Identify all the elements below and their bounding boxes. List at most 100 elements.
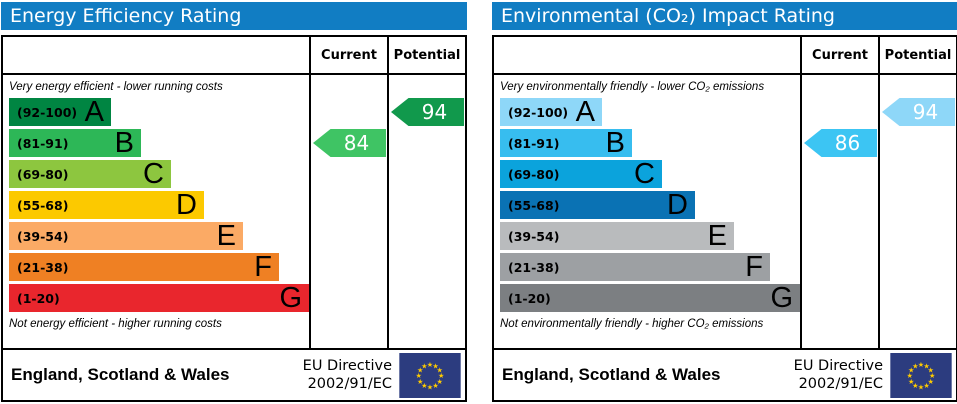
band-letter: G	[279, 282, 302, 314]
svg-text:★: ★	[918, 359, 924, 368]
current-column-header: Current	[800, 37, 878, 73]
rating-table: Current Potential Very energy efficient …	[1, 35, 467, 402]
potential-rating-value: 94	[421, 100, 448, 124]
rating-scale: Very environmentally friendly - lower CO…	[494, 75, 800, 348]
band-letter: F	[745, 251, 763, 283]
svg-text:★: ★	[437, 365, 443, 374]
svg-text:★: ★	[421, 380, 427, 389]
band-row-g: (1-20) G	[500, 284, 800, 315]
band-bar-d: (55-68) D	[500, 189, 695, 221]
band-bar-c: (69-80) C	[500, 158, 662, 190]
bottom-caption: Not energy efficient - higher running co…	[9, 318, 222, 330]
band-bar-c: (69-80) C	[9, 158, 171, 190]
band-letter: C	[634, 158, 655, 190]
scale-header-cell	[494, 37, 800, 73]
band-letter: A	[575, 96, 595, 128]
band-row-d: (55-68) D	[9, 191, 309, 222]
band-row-a: (92-100) A	[500, 98, 800, 129]
band-range-label: (81-91)	[508, 135, 560, 151]
table-header-row: Current Potential	[3, 37, 465, 75]
band-range-label: (92-100)	[508, 104, 569, 120]
top-caption: Very energy efficient - lower running co…	[9, 81, 223, 93]
band-bar-e: (39-54) E	[500, 220, 734, 252]
svg-text:★: ★	[417, 376, 423, 385]
band-range-label: (55-68)	[508, 197, 560, 213]
svg-text:★: ★	[432, 380, 438, 389]
potential-column: 94	[387, 75, 465, 348]
bottom-caption: Not environmentally friendly - higher CO…	[500, 318, 764, 330]
svg-text:★: ★	[923, 361, 929, 370]
band-range-label: (69-80)	[508, 166, 560, 182]
svg-text:★: ★	[421, 361, 427, 370]
current-column: 84	[309, 75, 387, 348]
scale-header-cell	[3, 37, 309, 73]
band-row-c: (69-80) C	[9, 160, 309, 191]
svg-text:★: ★	[907, 371, 913, 380]
rating-bands: (92-100) A (81-91) B (69-80) C (55-68) D (39-54)…	[500, 98, 800, 315]
band-row-e: (39-54) E	[500, 222, 800, 253]
table-header-row: Current Potential	[494, 37, 956, 75]
band-range-label: (21-38)	[508, 259, 560, 275]
band-row-f: (21-38) F	[9, 253, 309, 284]
top-caption: Very environmentally friendly - lower CO…	[500, 81, 765, 93]
svg-text:★: ★	[908, 365, 914, 374]
svg-text:★: ★	[912, 361, 918, 370]
band-letter: D	[176, 189, 197, 221]
current-rating-arrow: 84	[313, 129, 386, 157]
band-bar-d: (55-68) D	[9, 189, 204, 221]
band-bar-e: (39-54) E	[9, 220, 243, 252]
band-range-label: (1-20)	[508, 290, 551, 306]
svg-text:★: ★	[908, 376, 914, 385]
band-row-g: (1-20) G	[9, 284, 309, 315]
band-letter: D	[667, 189, 688, 221]
eu-flag-icon: ★ ★★★★★★★★★★★	[399, 352, 461, 398]
svg-text:★: ★	[427, 382, 433, 391]
svg-text:★: ★	[928, 365, 934, 374]
potential-rating-arrow: 94	[391, 98, 464, 126]
table-footer: England, Scotland & Wales EU Directive 2…	[3, 348, 465, 400]
band-row-a: (92-100) A	[9, 98, 309, 129]
current-rating-value: 84	[343, 131, 370, 155]
band-letter: A	[84, 96, 104, 128]
current-rating-value: 86	[834, 131, 861, 155]
svg-text:★: ★	[417, 365, 423, 374]
rating-table: Current Potential Very environmentally f…	[492, 35, 957, 402]
band-row-b: (81-91) B	[9, 129, 309, 160]
band-row-d: (55-68) D	[500, 191, 800, 222]
band-letter: C	[143, 158, 164, 190]
svg-text:★: ★	[437, 376, 443, 385]
band-range-label: (1-20)	[17, 290, 60, 306]
svg-text:★: ★	[912, 380, 918, 389]
band-bar-g: (1-20) G	[500, 284, 800, 313]
band-row-f: (21-38) F	[500, 253, 800, 284]
band-range-label: (55-68)	[17, 197, 69, 213]
band-letter: E	[216, 220, 236, 252]
panel-title: Energy Efficiency Rating	[1, 2, 467, 30]
band-letter: F	[254, 251, 272, 283]
band-row-c: (69-80) C	[500, 160, 800, 191]
potential-column-header: Potential	[387, 37, 465, 73]
band-range-label: (39-54)	[17, 228, 69, 244]
rating-scale: Very energy efficient - lower running co…	[3, 75, 309, 348]
table-body: Very energy efficient - lower running co…	[3, 75, 465, 348]
region-label: England, Scotland & Wales	[502, 365, 721, 384]
svg-text:★: ★	[416, 371, 422, 380]
current-rating-arrow: 86	[804, 129, 877, 157]
epc-panel: Environmental (CO₂) Impact Rating Curren…	[492, 2, 957, 402]
band-range-label: (81-91)	[17, 135, 69, 151]
band-row-b: (81-91) B	[500, 129, 800, 160]
table-footer: England, Scotland & Wales EU Directive 2…	[494, 348, 956, 400]
band-letter: B	[605, 127, 625, 159]
band-bar-a: (92-100) A	[9, 96, 111, 128]
band-letter: B	[114, 127, 134, 159]
current-column-header: Current	[309, 37, 387, 73]
svg-text:★: ★	[923, 380, 929, 389]
region-label: England, Scotland & Wales	[11, 365, 230, 384]
potential-rating-arrow: 94	[882, 98, 955, 126]
potential-column: 94	[878, 75, 956, 348]
band-bar-g: (1-20) G	[9, 282, 309, 314]
band-letter: E	[707, 220, 727, 252]
band-bar-f: (21-38) F	[9, 251, 279, 283]
svg-text:★: ★	[929, 371, 935, 380]
svg-text:★: ★	[928, 376, 934, 385]
